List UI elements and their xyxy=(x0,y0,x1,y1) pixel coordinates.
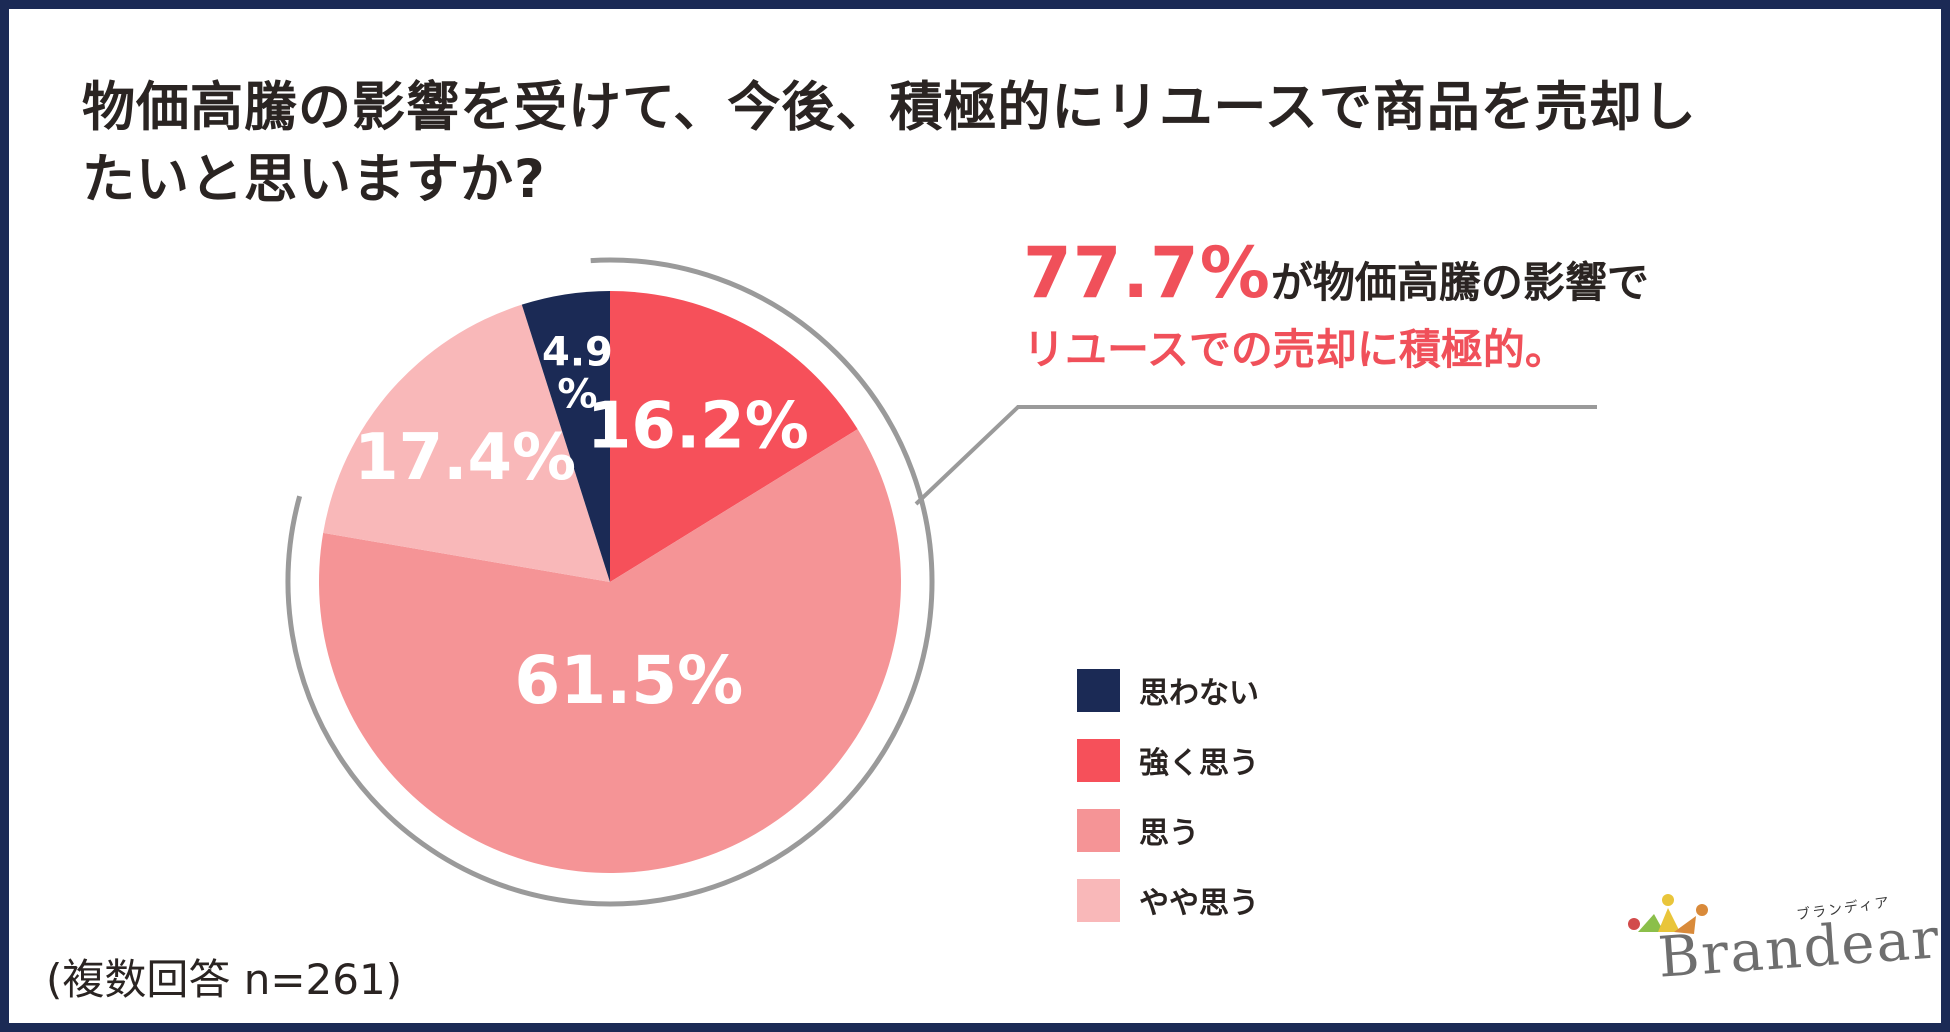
legend-item-strongly-agree: 強く思う xyxy=(1077,738,1259,782)
slice-label: 16.2% xyxy=(587,389,809,463)
title-line-2: たいと思いますか? xyxy=(82,149,546,210)
highlight-arc xyxy=(285,257,935,907)
legend-swatch xyxy=(1077,808,1120,852)
callout-line-2: リユースでの売却に積極的。 xyxy=(1023,325,1567,374)
legend-swatch xyxy=(1077,738,1120,782)
crown-icon xyxy=(1628,894,1708,934)
slice-agree xyxy=(319,429,901,873)
callout-line-1: が物価高騰の影響で xyxy=(1270,258,1649,307)
brand-logo: ブランディア Brandear xyxy=(1620,886,1942,996)
legend: 思わない 強く思う 思う やや思う xyxy=(1077,668,1259,948)
legend-swatch xyxy=(1077,668,1120,712)
legend-item-disagree: 思わない xyxy=(1077,668,1259,712)
callout-leader-line xyxy=(914,405,1597,506)
slice-disagree xyxy=(521,291,610,582)
title-line-1: 物価高騰の影響を受けて、今後、積極的にリユースで商品を売却し xyxy=(82,77,1697,138)
legend-label: 強く思う xyxy=(1139,746,1259,781)
legend-item-somewhat-agree: やや思う xyxy=(1077,878,1259,922)
slice-strongly-agree xyxy=(610,291,858,582)
callout-percent: 77.7% xyxy=(1023,232,1271,314)
slice-label: 17.4% xyxy=(354,421,576,495)
legend-label: 思う xyxy=(1139,816,1199,851)
slice-label: 4.9% xyxy=(542,329,613,417)
sample-note: (複数回答 n=261) xyxy=(46,955,403,1004)
slice-somewhat-agree xyxy=(323,304,610,582)
slice-label: 61.5% xyxy=(514,642,743,719)
callout: 77.7%が物価高騰の影響で リユースでの売却に積極的。 xyxy=(1023,238,1649,382)
legend-swatch xyxy=(1077,878,1120,922)
chart-title: 物価高騰の影響を受けて、今後、積極的にリユースで商品を売却し たいと思いますか? xyxy=(82,72,1782,216)
legend-label: やや思う xyxy=(1139,886,1259,921)
legend-item-agree: 思う xyxy=(1077,808,1259,852)
legend-label: 思わない xyxy=(1139,676,1259,711)
